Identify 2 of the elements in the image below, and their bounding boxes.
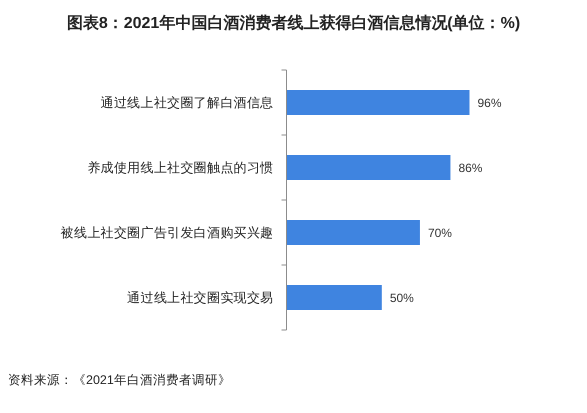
title: 图表8：2021年中国白酒消费者线上获得白酒信息情况(单位：%) [66, 15, 520, 32]
annotation: 资料来源：《2021年白酒消费者调研》 [8, 373, 231, 387]
